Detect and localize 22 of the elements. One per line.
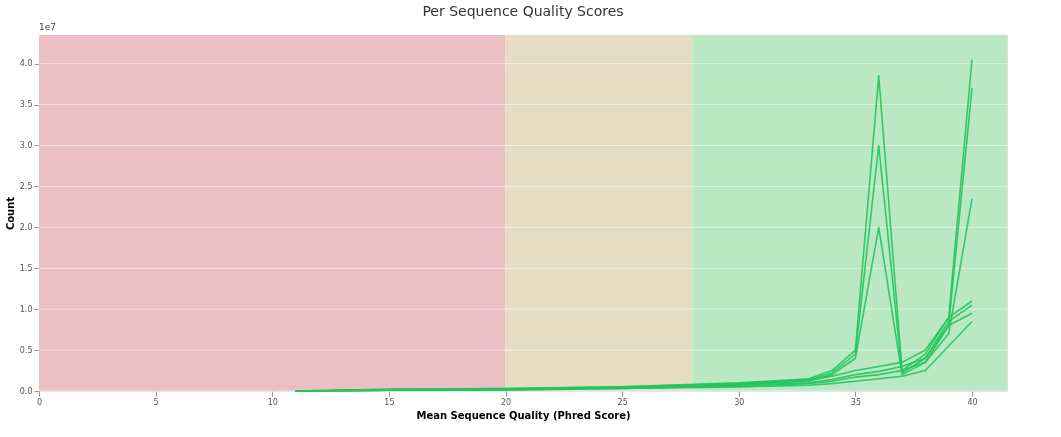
x-tick-label: 0: [36, 397, 43, 407]
x-tick-label: 10: [267, 397, 278, 407]
x-tick-label: 35: [850, 397, 861, 407]
y-axis-title: Count: [4, 196, 16, 231]
x-tick-label: 15: [384, 397, 395, 407]
y-tick-label: 1.5: [19, 263, 33, 273]
x-axis-title: Mean Sequence Quality (Phred Score): [416, 409, 631, 421]
y-tick-label: 2.0: [19, 222, 33, 232]
y-tick-label: 4.0: [19, 59, 33, 69]
x-tick-label: 5: [153, 397, 159, 407]
x-tick-label: 20: [500, 397, 512, 407]
x-tick-label: 25: [617, 397, 628, 407]
x-tick-label: 30: [734, 397, 745, 407]
y-tick-label: 0.5: [19, 345, 33, 355]
y-tick-label: 0.0: [19, 386, 33, 396]
y-tick-label: 1.0: [19, 304, 33, 314]
x-tick-label: 40: [967, 397, 978, 407]
y-tick-label: 3.5: [19, 100, 33, 110]
y-tick-label: 3.0: [19, 140, 33, 150]
text: 1e7: [39, 22, 56, 32]
chart-title: Per Sequence Quality Scores: [422, 3, 624, 19]
y-tick-label: 2.5: [19, 181, 33, 191]
